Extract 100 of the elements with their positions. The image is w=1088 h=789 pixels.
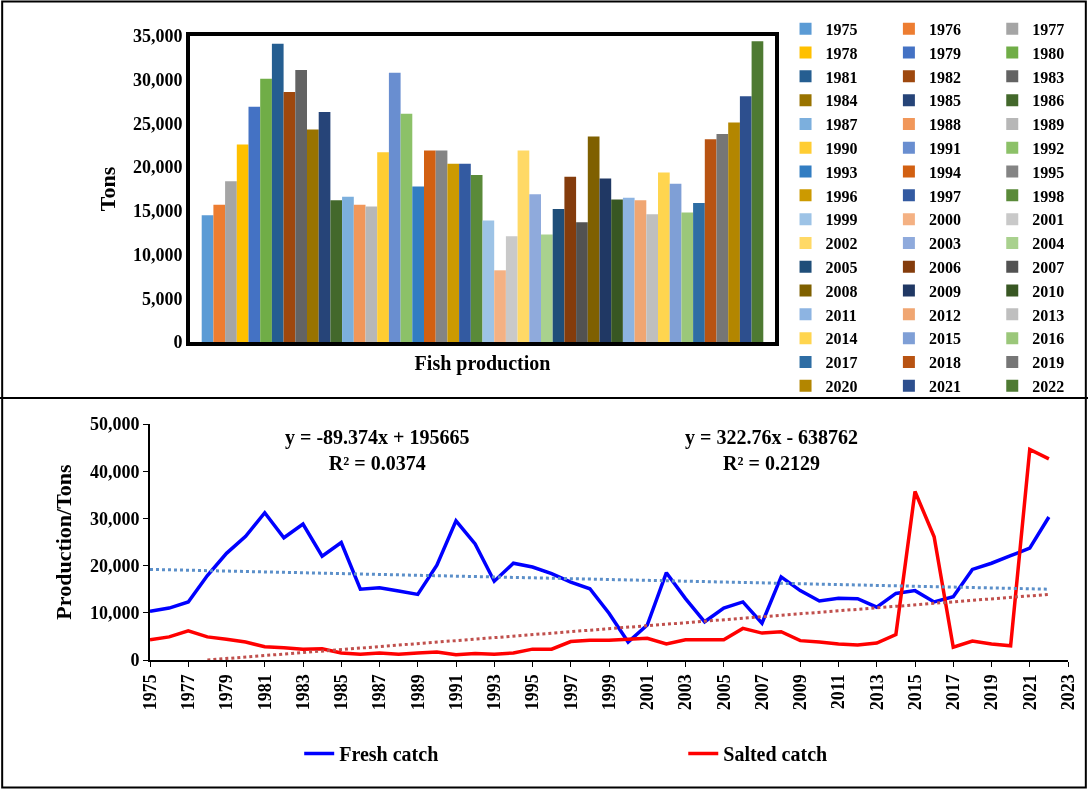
line-series	[150, 510, 1051, 644]
bar	[248, 106, 261, 342]
legend-label: 2005	[825, 258, 858, 276]
legend-label: 2014	[825, 330, 858, 348]
legend-label: 1995	[1032, 163, 1065, 181]
legend-label: 2013	[1032, 306, 1065, 324]
y-tick-label: 0	[130, 650, 140, 671]
y-axis-title: Production/Tons	[51, 463, 77, 620]
y-tick-label: 30,000	[132, 70, 183, 91]
legend-label: 2018	[928, 354, 961, 372]
y-tick-label: 10,000	[132, 244, 183, 265]
legend-label: 1999	[825, 211, 858, 229]
y-tick-label: 50,000	[89, 414, 140, 435]
legend-label: 2022	[1032, 377, 1065, 395]
bar	[447, 163, 460, 342]
x-tick-label: 1987	[369, 674, 390, 711]
legend-label: 1977	[1032, 20, 1065, 38]
x-tick-label: 1993	[484, 674, 505, 711]
legend-label: 2020	[825, 377, 858, 395]
bar	[412, 186, 424, 342]
x-tick-label: 1985	[331, 674, 352, 711]
legend-label: 2004	[1032, 235, 1065, 253]
line-series	[150, 447, 1051, 657]
legend-label: 1988	[928, 116, 961, 134]
bar	[622, 197, 635, 342]
bar	[669, 183, 682, 342]
bar	[307, 129, 319, 342]
x-tick-label: 2007	[751, 674, 772, 711]
bar	[494, 270, 506, 342]
bar	[646, 214, 658, 342]
legend-label: 2021	[928, 377, 961, 395]
y-tick-label: 15,000	[132, 201, 183, 222]
annotation: y = -89.374x + 195665 R² = 0.0374	[285, 426, 470, 474]
y-tick-label: 35,000	[132, 26, 183, 47]
x-tick-label: 1999	[598, 674, 619, 711]
x-tick-label: 2005	[713, 674, 734, 711]
legend-label: 2016	[1032, 330, 1065, 348]
y-tick-label: 0	[173, 332, 183, 353]
legend-label: 1981	[825, 68, 858, 86]
bar	[693, 202, 705, 342]
y-tick-label: 20,000	[132, 157, 183, 178]
x-tick-label: 2023	[1057, 674, 1078, 711]
legend-label: 1975	[825, 20, 858, 38]
legend-label: Fresh catch	[339, 743, 439, 766]
legend-label: 2002	[825, 235, 858, 253]
bar	[424, 150, 436, 342]
x-tick-label: 2021	[1019, 674, 1040, 711]
bar	[377, 152, 389, 342]
x-tick-label: 1979	[216, 674, 237, 711]
bar	[400, 113, 413, 342]
bar	[739, 96, 752, 342]
bar	[213, 204, 226, 342]
legend-label: 1985	[928, 92, 961, 110]
legend-label: 2017	[825, 354, 858, 372]
bar	[271, 43, 284, 342]
bar	[541, 234, 553, 342]
x-tick-label: 2013	[866, 674, 887, 711]
legend-label: 1976	[928, 20, 961, 38]
legend-label: 2009	[928, 282, 961, 300]
legend-label: 1990	[825, 139, 858, 157]
bar	[505, 236, 518, 342]
x-tick-label: 2017	[943, 674, 964, 711]
bar	[552, 209, 565, 342]
bar	[599, 178, 612, 342]
y-tick-label: 30,000	[89, 508, 140, 529]
legend-label: 2008	[825, 282, 858, 300]
bar	[225, 181, 237, 342]
x-tick-label: 2003	[675, 674, 696, 711]
bar	[611, 199, 623, 342]
legend-label: 1997	[928, 187, 961, 205]
legend-label: 1993	[825, 163, 858, 181]
bar	[388, 72, 401, 342]
legend-label: 2000	[928, 211, 961, 229]
x-tick-label: 1975	[139, 674, 160, 711]
bar	[704, 139, 717, 342]
legend-label: 1996	[825, 187, 858, 205]
bar	[634, 200, 647, 342]
legend-label: 2003	[928, 235, 961, 253]
bar	[459, 163, 471, 342]
x-tick-label: 2001	[637, 674, 658, 711]
bar	[587, 136, 600, 342]
y-tick-label: 40,000	[89, 461, 140, 482]
bar	[318, 112, 331, 342]
bar	[658, 172, 670, 342]
legend-label: 1992	[1032, 139, 1065, 157]
bar	[283, 91, 296, 342]
y-tick-label: 25,000	[132, 113, 183, 134]
legend-label: 1984	[825, 92, 858, 110]
bar	[564, 176, 577, 342]
bar	[353, 204, 366, 342]
bar	[728, 122, 740, 342]
x-tick-label: 1997	[560, 674, 581, 711]
legend-label: 2012	[928, 306, 961, 324]
legend-label: 1983	[1032, 68, 1065, 86]
y-tick-label: 10,000	[89, 603, 140, 624]
bar	[716, 133, 729, 342]
legend-label: 1991	[928, 139, 961, 157]
bar	[517, 150, 530, 342]
legend-label: 1998	[1032, 187, 1065, 205]
bar	[576, 222, 588, 342]
